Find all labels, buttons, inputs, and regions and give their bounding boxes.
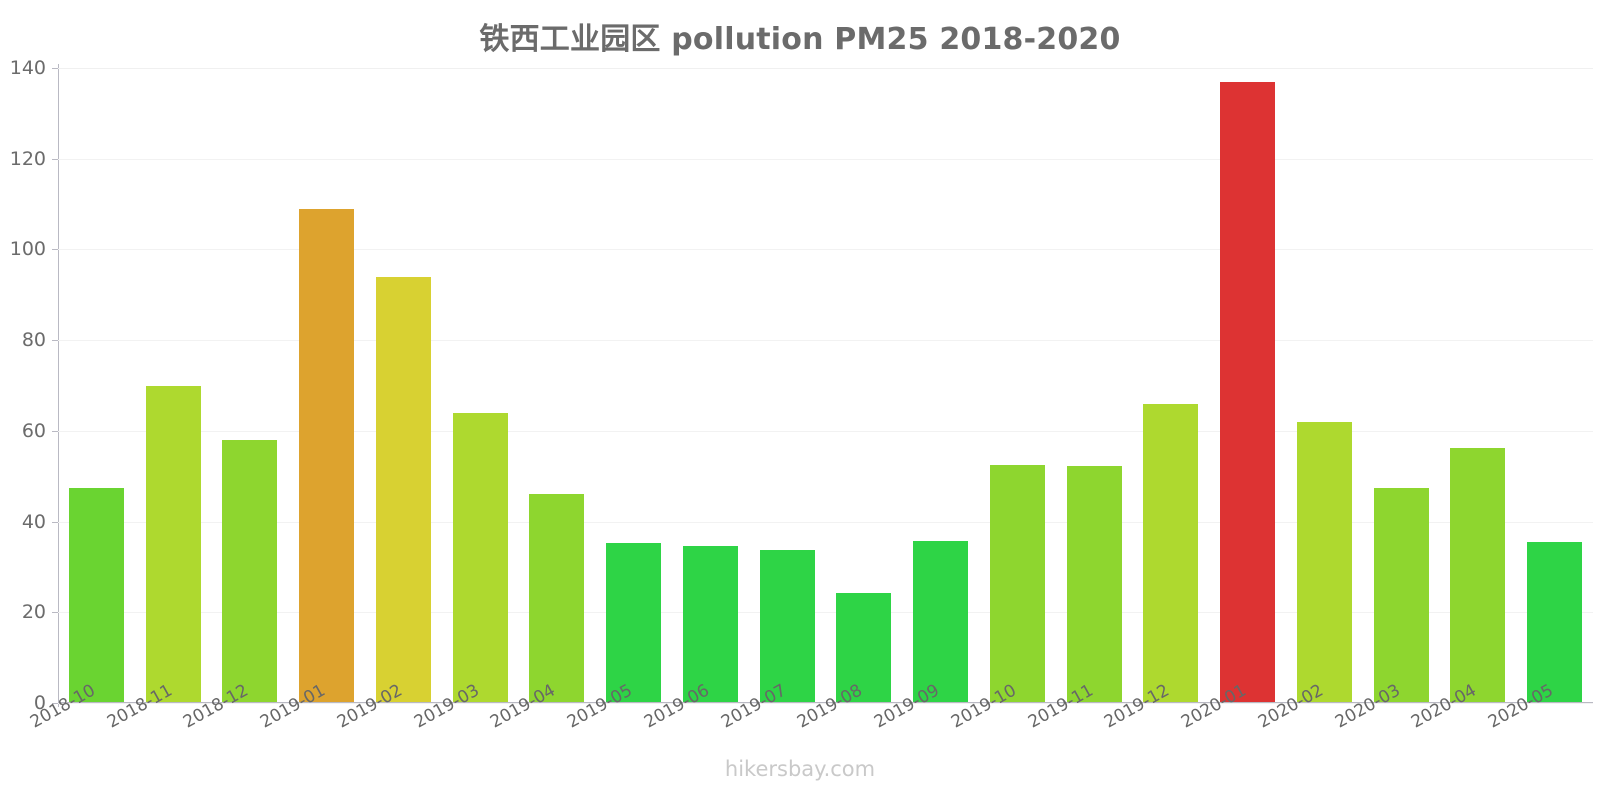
y-axis-line (58, 64, 59, 707)
bar[interactable] (1450, 448, 1506, 703)
y-axis-tick-label: 40 (21, 510, 46, 533)
bar[interactable] (913, 540, 969, 703)
y-axis-tick-label: 60 (21, 419, 46, 442)
bar[interactable] (452, 412, 508, 703)
y-axis-tick-mark (52, 612, 59, 614)
y-axis-tick-mark (52, 521, 59, 523)
bar[interactable] (989, 465, 1045, 703)
y-axis-tick-mark (52, 703, 59, 704)
bar[interactable] (145, 385, 201, 703)
bar[interactable] (1143, 403, 1199, 703)
bar[interactable] (68, 487, 124, 703)
y-axis-tick-mark (52, 158, 59, 160)
gridline (58, 68, 1593, 69)
gridline (58, 340, 1593, 342)
y-axis-tick-label: 80 (21, 329, 46, 352)
y-axis-tick-mark (52, 249, 59, 251)
bar[interactable] (1220, 81, 1276, 703)
gridline (58, 703, 1593, 704)
y-axis-tick-mark (52, 68, 59, 69)
bar[interactable] (1373, 488, 1429, 703)
y-axis-tick-label: 140 (9, 57, 46, 79)
y-axis-tick-mark (52, 430, 59, 432)
bar[interactable] (375, 276, 431, 703)
bar[interactable] (682, 546, 738, 703)
y-axis-tick-label: 100 (9, 238, 46, 261)
bar[interactable] (1527, 541, 1583, 703)
y-axis-tick-label: 120 (9, 147, 46, 170)
bar[interactable] (606, 542, 662, 703)
bar[interactable] (222, 439, 278, 703)
plot-area (58, 68, 1593, 704)
bar[interactable] (1296, 421, 1352, 703)
gridline (58, 158, 1593, 160)
bar[interactable] (529, 494, 585, 703)
gridline (58, 430, 1593, 432)
footer-watermark: hikersbay.com (724, 757, 876, 781)
gridline (58, 612, 1593, 614)
chart-title: 铁西工业园区 pollution PM25 2018-2020 (479, 22, 1121, 57)
gridline (58, 249, 1593, 251)
bar[interactable] (299, 208, 355, 703)
bar[interactable] (1066, 465, 1122, 703)
gridline (58, 521, 1593, 523)
y-axis-tick-mark (52, 340, 59, 342)
x-axis-baseline (58, 702, 1593, 703)
y-axis-tick-label: 0 (33, 692, 46, 714)
y-axis-tick-label: 20 (21, 601, 46, 624)
bar[interactable] (836, 593, 892, 703)
bar[interactable] (759, 550, 815, 703)
